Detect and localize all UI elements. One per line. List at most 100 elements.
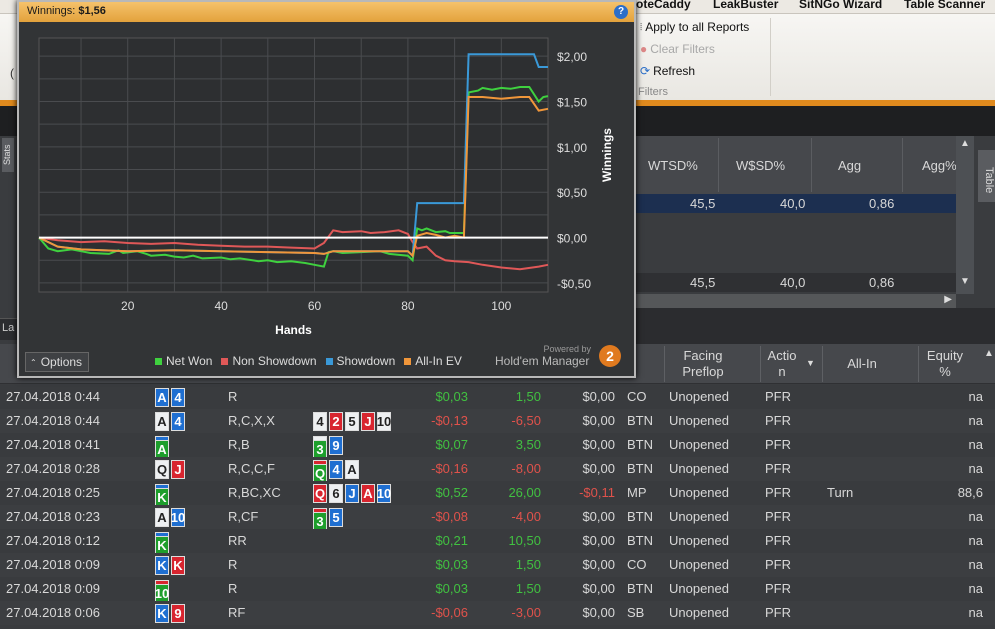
card: A [155, 508, 169, 527]
col-action[interactable]: Actio n [764, 348, 800, 380]
card: J [171, 460, 185, 479]
tab-notecaddy[interactable]: oteCaddy [636, 0, 691, 11]
table-row[interactable]: 27.04.2018 0:44 A 4 R $0,03 1,50 $0,00 CO Unopen… [0, 385, 995, 409]
clear-filters-button[interactable]: ● Clear Filters [640, 42, 715, 56]
col-agg-pct[interactable]: Agg% [922, 158, 957, 173]
ribbon-divider [770, 18, 771, 96]
scroll-down-icon[interactable]: ▼ [960, 276, 970, 287]
card: 4 [171, 388, 185, 407]
net-won: $0,03 [435, 557, 468, 572]
table-row[interactable]: 27.04.2018 0:28 QJ R,C,C,F 94KQA -$0,16 -8,00… [0, 457, 995, 483]
table-row[interactable]: 27.04.2018 0:06 K 9 RF -$0,06 -3,00 $0,00 SB Uno… [0, 601, 995, 625]
legend-net-won[interactable]: Net Won [155, 354, 212, 368]
card: 5 [345, 412, 359, 431]
card: A [155, 440, 169, 459]
legend-swatch [325, 357, 333, 365]
legend-allin-ev[interactable]: All-In EV [404, 354, 462, 368]
options-button[interactable]: ⌃ Options [25, 352, 89, 372]
tab-leakbuster[interactable]: LeakBuster [713, 0, 779, 11]
col-facing-preflop[interactable]: Facing Preflop [666, 348, 740, 380]
col-divider [718, 138, 719, 192]
apply-label: Apply to all Reports [645, 20, 750, 34]
facing-preflop: Unopened [669, 581, 729, 596]
card: 10 [154, 584, 170, 603]
tab-table-scanner[interactable]: Table Scanner [904, 0, 986, 11]
table-row[interactable]: 27.04.2018 0:09 1010 R $0,03 1,50 $0,00 BTN Uno… [0, 577, 995, 603]
col-agg[interactable]: Agg [838, 158, 862, 173]
hand-time: 27.04.2018 0:44 [6, 413, 100, 428]
legend-non-showdown[interactable]: Non Showdown [221, 354, 317, 368]
x-tick-label: 80 [401, 299, 415, 313]
popup-title-bar: Winnings: $1,56 ? [19, 2, 634, 22]
card: 10 [170, 508, 186, 527]
filters-group-label: Filters [638, 86, 668, 98]
card: Q [155, 460, 169, 479]
table-side-tab[interactable]: Table [978, 150, 995, 202]
apply-all-reports-button[interactable]: ⦙ Apply to all Reports [640, 20, 749, 34]
legend-label: Showdown [336, 354, 396, 368]
hole-cards: AK [155, 484, 169, 507]
table-row[interactable]: 27.04.2018 0:23 A10 R,CF 24835 -$0,08 -4,00 $0… [0, 505, 995, 531]
facing-preflop: Unopened [669, 605, 729, 620]
tab-sitngo-wizard[interactable]: SitNGo Wizard [799, 0, 883, 11]
col-equity[interactable]: Equity % [922, 348, 968, 380]
hand-time: 27.04.2018 0:28 [6, 461, 100, 476]
col-wssd[interactable]: W$SD% [736, 158, 786, 173]
net-won: $0,03 [435, 581, 468, 596]
board-cards: 4 2 5 J 10 [313, 412, 391, 431]
x-axis-label: Hands [275, 323, 312, 337]
scroll-up-icon[interactable]: ▲ [960, 138, 970, 149]
x-tick-label: 20 [121, 299, 135, 313]
table-row[interactable]: 27.04.2018 0:09 K K R $0,03 1,50 $0,00 CO Unopen… [0, 553, 995, 577]
agg-value: 0,86 [869, 275, 895, 290]
col-action-line1: Actio [767, 348, 797, 363]
stats-side-tab[interactable]: Stats [2, 138, 14, 172]
scroll-right-icon[interactable]: ▶ [944, 294, 952, 305]
sort-down-icon[interactable]: ▼ [806, 358, 815, 368]
col-divider [811, 138, 812, 192]
scroll-up-icon[interactable]: ▲ [984, 348, 994, 359]
equity: na [968, 437, 983, 452]
equity: na [968, 557, 983, 572]
stats-row-selected[interactable]: 45,5 40,0 0,86 [636, 194, 956, 213]
options-label: Options [40, 355, 83, 369]
x-tick-label: 60 [308, 299, 322, 313]
y-axis-label: Winnings [600, 128, 614, 182]
col-divider [664, 346, 665, 382]
col-allin[interactable]: All-In [847, 356, 877, 371]
chevron-up-icon: ⌃ [30, 357, 37, 367]
refresh-label: Refresh [653, 64, 696, 78]
col-wtsd[interactable]: WTSD% [648, 158, 698, 173]
card: J [345, 484, 359, 503]
refresh-button[interactable]: ⟳ Refresh [640, 64, 695, 78]
hand-actions: R [228, 389, 238, 404]
card: K [171, 556, 185, 575]
table-row[interactable]: 27.04.2018 0:41 AK R,B 329 $0,07 3,50 $0,00 BTN… [0, 433, 995, 459]
board-cards: 24835 [313, 508, 343, 531]
col-facing-line2: Preflop [682, 364, 724, 379]
allin-ev-diff: $0,00 [582, 509, 615, 524]
vertical-scrollbar[interactable]: ▲ ▼ [956, 136, 974, 294]
hm2-logo-icon: 2 [599, 345, 621, 367]
card: A [361, 484, 375, 503]
table-row[interactable]: 27.04.2018 0:12 KK RR $0,21 10,50 $0,00 BTN Uno… [0, 529, 995, 555]
position: BTN [627, 581, 653, 596]
legend-showdown[interactable]: Showdown [325, 354, 396, 368]
left-tab-fragment[interactable]: La [0, 318, 17, 340]
legend-swatch [221, 357, 229, 365]
help-icon[interactable]: ? [614, 5, 628, 19]
col-divider [760, 346, 761, 382]
stats-row-total[interactable]: 45,5 40,0 0,86 [636, 273, 956, 292]
y-tick-label: $0,50 [557, 186, 587, 200]
horizontal-scrollbar[interactable]: ▶ [636, 294, 956, 308]
facing-preflop: Unopened [669, 509, 729, 524]
position: BTN [627, 461, 653, 476]
x-tick-label: 40 [214, 299, 228, 313]
table-row[interactable]: 27.04.2018 0:44 A 4 R,C,X,X 4 2 5 J 10 -$0,13 -6,5… [0, 409, 995, 433]
legend-swatch [155, 357, 162, 365]
winnings-popup[interactable]: Winnings: $1,56 ? $2,00 $1,50 $1,00 $0,50 $0… [17, 0, 636, 378]
col-equity-line2: % [939, 364, 951, 379]
